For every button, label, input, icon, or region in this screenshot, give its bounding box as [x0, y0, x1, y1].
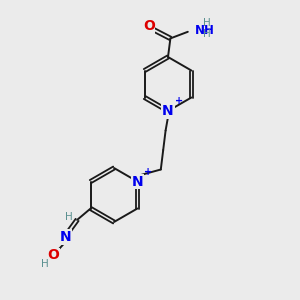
Text: H: H	[65, 212, 73, 222]
Text: N: N	[132, 175, 143, 188]
Text: +: +	[144, 167, 152, 177]
Text: H: H	[202, 18, 210, 28]
Text: H: H	[202, 29, 210, 39]
Text: O: O	[143, 20, 155, 33]
Text: +: +	[175, 96, 183, 106]
Text: H: H	[41, 259, 49, 269]
Text: O: O	[47, 248, 59, 262]
Text: N: N	[59, 230, 71, 244]
Text: N: N	[162, 104, 174, 118]
Text: NH: NH	[194, 24, 214, 37]
